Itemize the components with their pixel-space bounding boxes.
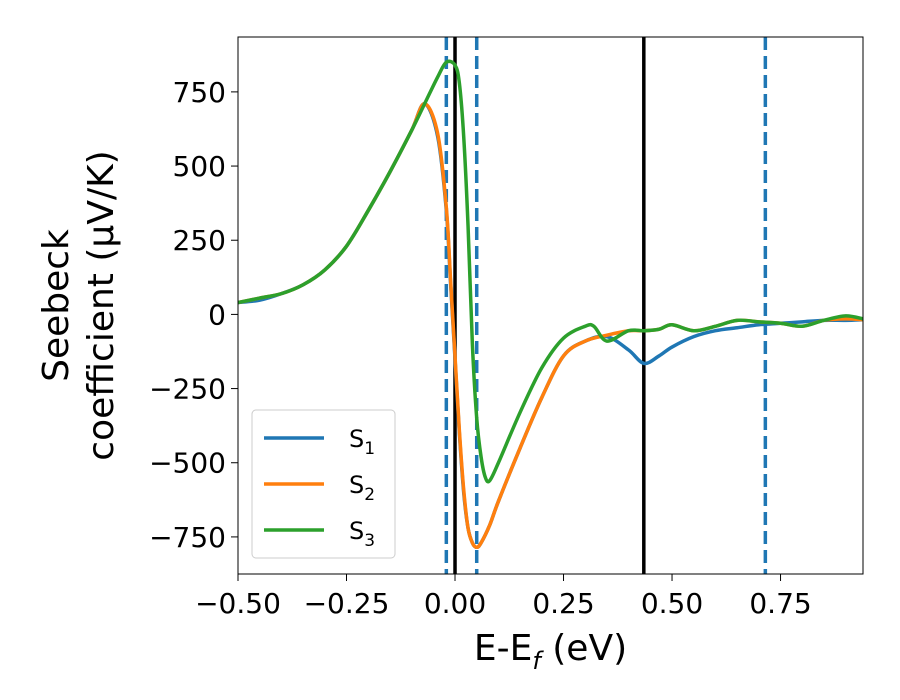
legend-label-s2: S2 <box>349 471 375 505</box>
x-tick-label: 0.75 <box>749 587 811 620</box>
y-axis-ticks: −750 −500 −250 0 250 500 750 <box>149 76 238 554</box>
y-axis-title-line2: coefficient (μV/K) <box>81 150 122 460</box>
legend-label-s3: S3 <box>349 517 375 551</box>
y-tick-label: 500 <box>173 150 226 183</box>
x-axis-title: E-Ef (eV) <box>474 628 627 675</box>
y-tick-label: 250 <box>173 224 226 257</box>
series-lines <box>238 59 863 550</box>
axes-frame <box>237 36 864 575</box>
x-axis-ticks: −0.50 −0.25 0.00 0.25 0.50 0.75 <box>195 574 812 620</box>
legend: S1 S2 S3 <box>251 409 396 559</box>
series-line-s3 <box>238 59 863 484</box>
y-tick-label: −500 <box>149 447 226 480</box>
y-tick-label: −750 <box>149 521 226 554</box>
y-tick-label: 750 <box>173 76 226 109</box>
x-tick-label: 0.00 <box>424 587 486 620</box>
legend-label-s1: S1 <box>349 425 375 459</box>
y-tick-label: −250 <box>149 373 226 406</box>
x-tick-label: −0.25 <box>304 587 390 620</box>
y-axis-title-line1: Seebeck <box>36 229 77 382</box>
y-tick-label: 0 <box>208 298 226 331</box>
y-axis-title: Seebeck coefficient (μV/K) <box>36 150 122 460</box>
x-tick-label: 0.25 <box>532 587 594 620</box>
x-tick-label: −0.50 <box>195 587 281 620</box>
x-tick-label: 0.50 <box>641 587 703 620</box>
reference-lines <box>444 37 768 574</box>
